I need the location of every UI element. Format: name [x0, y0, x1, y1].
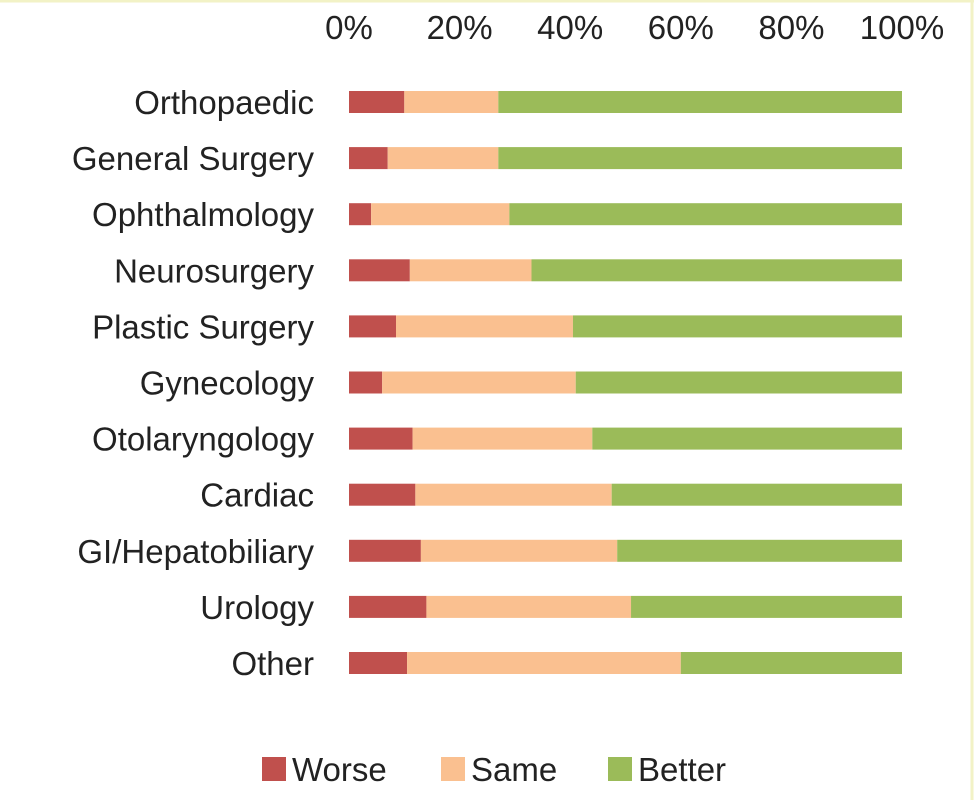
- bar-urology-same: [426, 595, 632, 618]
- bar-neurosurgery-worse: [349, 259, 410, 282]
- bar-gi-hepatobiliary-same: [420, 539, 618, 562]
- x-tick-label-2: 40%: [537, 9, 603, 46]
- legend-label-better: Better: [638, 751, 726, 788]
- bar-urology-worse: [349, 595, 427, 618]
- bar-cardiac-better: [611, 483, 902, 506]
- category-label-otolaryngology: Otolaryngology: [92, 421, 314, 458]
- bar-other-better: [680, 652, 902, 674]
- x-tick-label-5: 100%: [860, 9, 944, 46]
- bar-neurosurgery-better: [531, 259, 902, 282]
- bar-other-same: [407, 652, 681, 674]
- bar-gynecology-same: [382, 371, 576, 394]
- bar-otolaryngology-better: [592, 427, 902, 450]
- category-label-urology: Urology: [200, 589, 314, 626]
- bar-gynecology-better: [575, 371, 902, 394]
- category-label-ophthalmology: Ophthalmology: [92, 196, 314, 233]
- bar-cardiac-same: [415, 483, 612, 506]
- bar-orthopaedic-same: [404, 91, 499, 113]
- bar-plastic-surgery-better: [572, 315, 902, 338]
- x-tick-label-4: 80%: [758, 9, 824, 46]
- legend-swatch-better: [608, 757, 632, 781]
- legend: Worse Same Better: [262, 751, 726, 788]
- category-label-gi-hepatobiliary: GI/Hepatobiliary: [77, 533, 314, 570]
- bar-urology-better: [631, 595, 902, 618]
- bar-general-surgery-same: [387, 147, 499, 170]
- bar-ophthalmology-worse: [349, 203, 372, 226]
- bar-otolaryngology-same: [412, 427, 593, 450]
- bar-gi-hepatobiliary-worse: [349, 539, 421, 562]
- category-label-plastic-surgery: Plastic Surgery: [92, 308, 314, 345]
- category-labels: Orthopaedic General Surgery Ophthalmology N…: [72, 84, 315, 682]
- bar-plastic-surgery-worse: [349, 315, 397, 338]
- bar-plastic-surgery-same: [396, 315, 573, 338]
- bar-cardiac-worse: [349, 483, 416, 506]
- bar-ophthalmology-better: [509, 203, 902, 226]
- legend-label-worse: Worse: [292, 751, 387, 788]
- bar-gi-hepatobiliary-better: [617, 539, 902, 562]
- category-label-gynecology: Gynecology: [140, 365, 315, 402]
- category-label-other: Other: [231, 645, 314, 682]
- bar-general-surgery-worse: [349, 147, 388, 170]
- x-tick-label-3: 60%: [648, 9, 714, 46]
- bar-neurosurgery-same: [409, 259, 532, 282]
- bar-other-worse: [349, 652, 408, 674]
- category-label-general-surgery: General Surgery: [72, 140, 315, 177]
- bar-otolaryngology-worse: [349, 427, 413, 450]
- x-tick-label-0: 0%: [325, 9, 373, 46]
- bar-orthopaedic-worse: [349, 91, 405, 113]
- bar-ophthalmology-same: [371, 203, 510, 226]
- bars-group: [349, 91, 902, 674]
- category-label-neurosurgery: Neurosurgery: [114, 252, 314, 289]
- x-tick-label-1: 20%: [427, 9, 493, 46]
- bar-general-surgery-better: [498, 147, 902, 170]
- bar-gynecology-worse: [349, 371, 383, 394]
- category-label-cardiac: Cardiac: [200, 477, 314, 514]
- legend-label-same: Same: [471, 751, 557, 788]
- legend-swatch-same: [441, 757, 465, 781]
- category-label-orthopaedic: Orthopaedic: [134, 84, 314, 121]
- legend-swatch-worse: [262, 757, 286, 781]
- x-axis-ticks: 0% 20% 40% 60% 80% 100%: [325, 9, 944, 46]
- bar-orthopaedic-better: [498, 91, 902, 113]
